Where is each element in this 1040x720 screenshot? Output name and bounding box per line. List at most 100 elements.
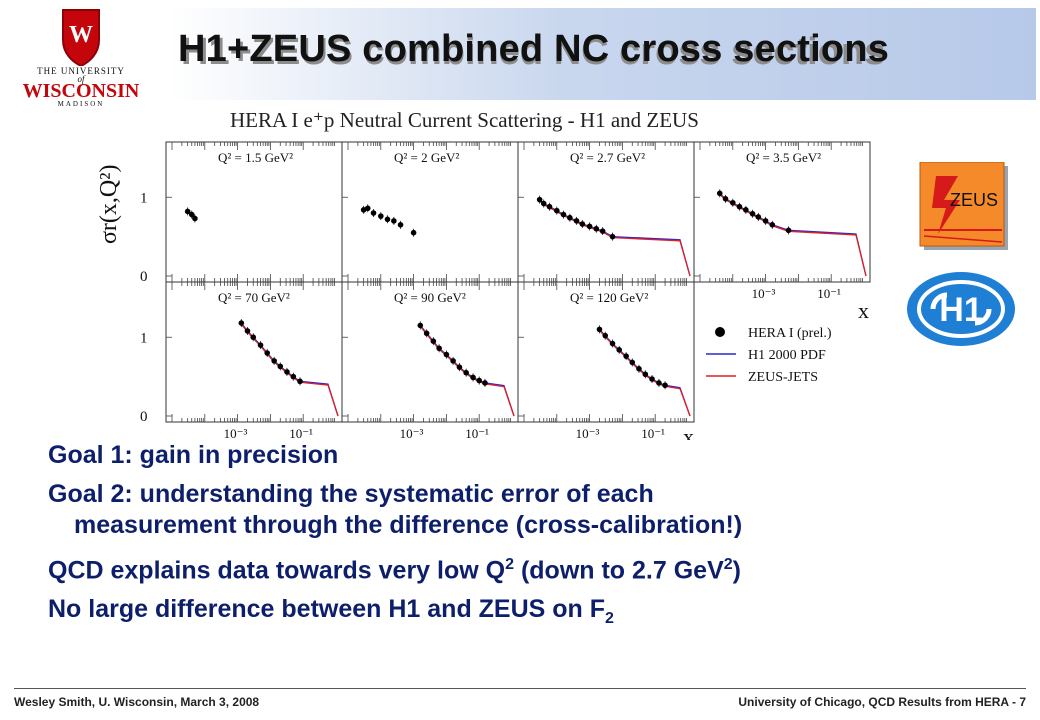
y-tick-label: 0	[140, 409, 148, 425]
bullet-list: Goal 1: gain in precision Goal 2: unders…	[48, 440, 1028, 642]
x-tick-label: 10⁻³	[224, 426, 248, 440]
data-point	[456, 364, 463, 370]
data-point	[722, 196, 729, 202]
data-point	[536, 196, 543, 203]
data-point	[762, 218, 769, 224]
data-point	[271, 358, 277, 364]
data-point	[397, 222, 404, 228]
footer-right: University of Chicago, QCD Results from …	[738, 695, 1026, 709]
university-line4: MADISON	[57, 100, 105, 108]
data-point	[364, 205, 371, 212]
data-point	[736, 203, 743, 210]
bullet-qcd: QCD explains data towards very low Q2 (d…	[48, 549, 1028, 586]
data-point	[743, 207, 749, 213]
crest-icon: W	[62, 9, 100, 66]
bullet-f2: No large difference between H1 and ZEUS …	[48, 594, 1028, 634]
data-point	[284, 369, 290, 375]
y-tick-label: 1	[140, 190, 148, 206]
data-point	[716, 190, 723, 197]
data-point	[573, 218, 580, 224]
panel-label: Q² = 2 GeV²	[394, 150, 459, 165]
bullet-goal-2-line1: Goal 2: understanding the systematic err…	[48, 480, 654, 508]
panel-label: Q² = 120 GeV²	[570, 290, 648, 305]
data-point	[384, 216, 391, 223]
data-point	[463, 369, 469, 376]
data-point	[540, 200, 547, 207]
data-point	[579, 221, 586, 227]
h1-logo-text: H1	[939, 291, 982, 329]
data-point	[599, 228, 606, 234]
data-point	[560, 211, 567, 218]
zeus-logo-text: ZEUS	[950, 190, 998, 210]
data-point	[436, 345, 442, 352]
data-point	[642, 371, 649, 378]
x-tick-label: 10⁻³	[576, 426, 600, 440]
panel-label: Q² = 2.7 GeV²	[570, 150, 645, 165]
data-point	[616, 347, 623, 353]
data-point	[370, 210, 377, 216]
y-axis-label: σr(x,Q²)	[96, 165, 122, 244]
panel-label: Q² = 90 GeV²	[394, 290, 466, 305]
data-point	[769, 222, 776, 228]
bullet-qcd-sup1: 2	[505, 556, 514, 573]
data-point	[297, 378, 303, 385]
x-tick-label: 10⁻³	[400, 426, 424, 440]
data-point	[430, 338, 437, 344]
legend-dot-symbol	[715, 327, 725, 337]
panel-label: Q² = 3.5 GeV²	[746, 150, 821, 165]
data-point	[554, 207, 560, 214]
bullet-qcd-part3: )	[732, 556, 741, 585]
data-point	[238, 320, 245, 326]
legend-label: ZEUS-JETS	[748, 370, 818, 385]
data-point	[662, 382, 668, 389]
panel-3: Q² = 2.7 GeV²	[517, 141, 695, 283]
x-tick-label: 10⁻¹	[817, 286, 841, 301]
bullet-qcd-sup2: 2	[723, 556, 733, 573]
data-point	[649, 376, 655, 382]
panel-frame	[341, 281, 519, 423]
bullet-f2-part1: No large difference between H1 and ZEUS …	[48, 595, 606, 624]
h1-logo: H1	[905, 270, 1017, 348]
data-point	[755, 214, 762, 220]
y-tick-label: 0	[140, 269, 148, 285]
x-tick-label: 10⁻³	[752, 286, 776, 301]
data-point	[476, 377, 483, 384]
panel-2: Q² = 2 GeV²	[341, 141, 519, 283]
panel-1: Q² = 1.5 GeV²	[165, 141, 343, 283]
data-point	[391, 218, 397, 224]
data-point	[567, 214, 573, 221]
data-point	[443, 351, 450, 358]
data-point	[623, 353, 629, 359]
data-point	[602, 332, 609, 339]
panel-4: Q² = 3.5 GeV²	[693, 141, 871, 283]
data-point	[378, 213, 384, 219]
data-point	[609, 233, 616, 240]
data-point	[609, 340, 616, 347]
bullet-f2-sub1: 2	[605, 610, 614, 628]
panel-5: Q² = 70 GeV²	[165, 281, 343, 423]
title-band	[170, 8, 1036, 100]
legend-label: H1 2000 PDF	[748, 348, 826, 363]
panel-label: Q² = 70 GeV²	[218, 290, 290, 305]
data-point	[417, 322, 424, 329]
cross-section-figure: σr(x,Q²) 1 0 1 0 10⁻³ 10⁻¹ 10⁻³ 10⁻¹ 10⁻³ 10⁻¹ 10⁻…	[96, 141, 871, 440]
bullet-goal-1: Goal 1: gain in precision	[48, 441, 339, 469]
panel-6: Q² = 90 GeV²	[341, 281, 519, 423]
data-point	[785, 227, 792, 234]
data-point	[184, 208, 191, 215]
zeus-logo: ZEUS	[918, 161, 1014, 256]
data-point	[264, 350, 271, 356]
data-point	[586, 223, 593, 230]
panel-label: Q² = 1.5 GeV²	[218, 150, 293, 165]
x-axis-label-bottom: x	[683, 424, 694, 440]
data-point	[290, 373, 297, 380]
x-tick-label: 10⁻¹	[641, 426, 665, 440]
title-shadow: H1+ZEUS combined NC cross sections	[181, 31, 886, 73]
data-point	[423, 330, 430, 337]
data-point	[656, 380, 662, 386]
data-point	[410, 229, 417, 236]
data-point	[244, 328, 251, 334]
figure-title: HERA I e⁺p Neutral Current Scattering - …	[230, 108, 699, 132]
data-point	[188, 211, 195, 218]
data-point	[593, 225, 600, 232]
